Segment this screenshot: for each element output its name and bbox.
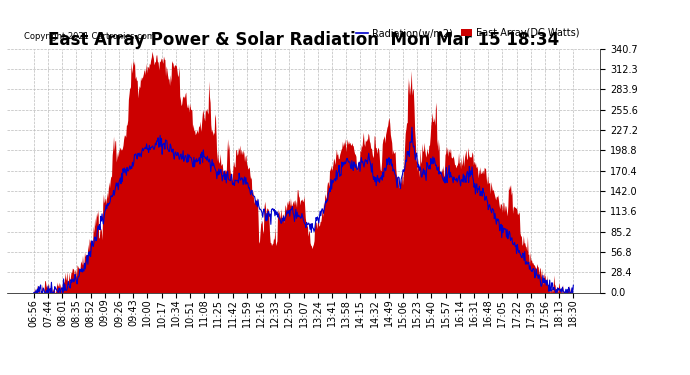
Text: Copyright 2021 Cartronics.com: Copyright 2021 Cartronics.com bbox=[24, 32, 155, 41]
Title: East Array Power & Solar Radiation  Mon Mar 15 18:34: East Array Power & Solar Radiation Mon M… bbox=[48, 31, 559, 49]
Legend: Radiation(w/m2), East Array(DC Watts): Radiation(w/m2), East Array(DC Watts) bbox=[353, 24, 584, 42]
